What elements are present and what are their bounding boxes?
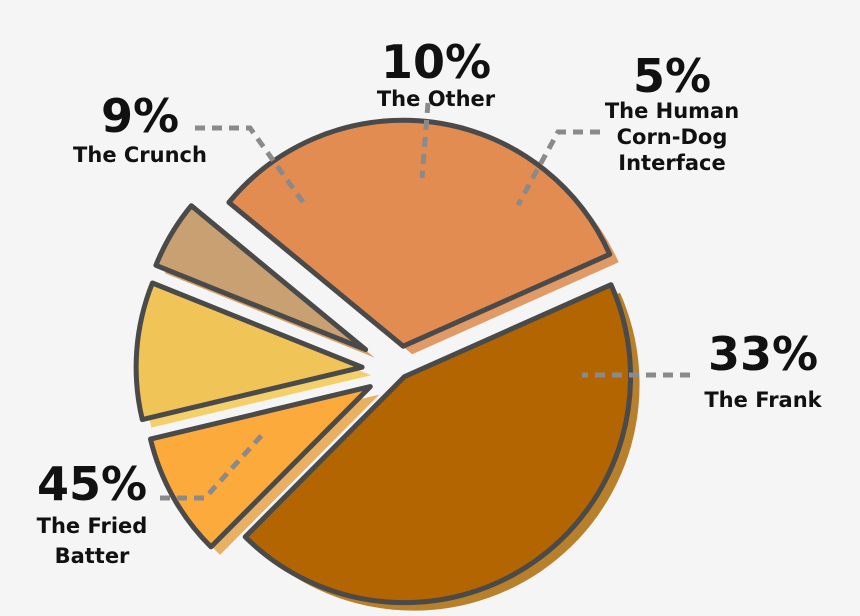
pie-slice-the-human-corn-dog-interface (153, 203, 369, 353)
slice-labels: 45% The Fried Batter 9%The Crunch 10%The Oth… (37, 35, 823, 568)
slice-value-label: 5% (633, 49, 711, 103)
leader-line (515, 129, 600, 207)
pie-slice-the-fried-batter (242, 282, 634, 606)
slice-name-label: The Crunch (73, 143, 207, 167)
slice-name-label: Interface (618, 151, 725, 175)
slice-value-label: 10% (381, 35, 491, 89)
pie-slice-the-other (133, 280, 365, 423)
slice-value-label: 45% (37, 457, 147, 511)
slice-value-label: 9% (101, 89, 179, 143)
slice-name-label: The Other (377, 87, 496, 111)
pie-slices (133, 117, 634, 606)
slice-name-label: Corn-Dog (617, 125, 728, 149)
slice-name-label: The Human (605, 99, 739, 123)
leader-line (195, 125, 308, 207)
leader-lines (160, 102, 690, 501)
slice-name-label: The Fried (37, 514, 148, 538)
pie-slice-the-crunch (148, 384, 373, 550)
slice-name-label: The Frank (704, 388, 822, 412)
slice-name-label: Batter (55, 544, 130, 568)
pie-slice-the-frank (226, 117, 613, 349)
slice-value-label: 33% (708, 327, 818, 381)
leader-line (419, 102, 431, 179)
